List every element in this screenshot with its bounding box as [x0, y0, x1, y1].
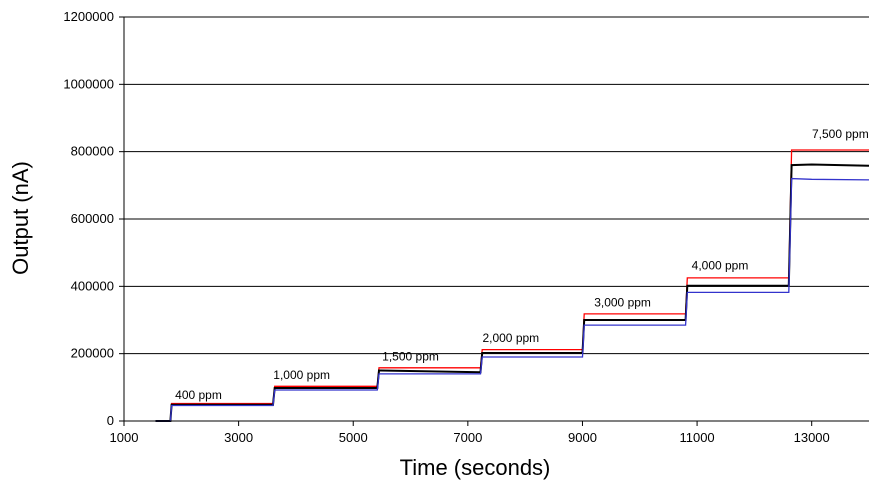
- annotations: 400 ppm 1,000 ppm 1,500 ppm 2,000 ppm 3,000 …: [175, 127, 869, 402]
- concentration-label: 400 ppm: [175, 388, 222, 402]
- concentration-label: 3,000 ppm: [594, 296, 651, 310]
- concentration-label: 1,500 ppm: [382, 349, 439, 363]
- concentration-label: 1,000 ppm: [273, 368, 330, 382]
- x-tick-label: 1000: [110, 430, 139, 445]
- x-tick-label: 9000: [568, 430, 597, 445]
- x-tick-label: 7000: [453, 430, 482, 445]
- y-tick-label: 400000: [71, 278, 114, 293]
- series-lines: [155, 149, 870, 422]
- x-tick-label: 13000: [794, 430, 830, 445]
- gridlines: [124, 16, 869, 355]
- x-axis-title: Time (seconds): [400, 455, 551, 480]
- tick-labels: 0 200000 400000 600000 800000 1000000 1200000 1…: [63, 9, 829, 445]
- concentration-label: 7,500 ppm: [812, 127, 869, 141]
- y-tick-label: 1200000: [63, 9, 114, 24]
- x-tick-label: 11000: [679, 430, 714, 445]
- x-tick-label: 5000: [339, 430, 368, 445]
- axes: [119, 16, 869, 426]
- y-tick-label: 800000: [71, 144, 114, 159]
- concentration-label: 4,000 ppm: [692, 259, 749, 273]
- concentration-label: 2,000 ppm: [482, 331, 539, 345]
- y-tick-label: 1000000: [63, 76, 114, 91]
- x-tick-label: 3000: [224, 430, 253, 445]
- series-line-3: [155, 177, 870, 422]
- y-tick-label: 600000: [71, 211, 114, 226]
- y-axis-title: Output (nA): [8, 161, 33, 275]
- y-tick-label: 0: [107, 413, 114, 428]
- y-tick-label: 200000: [71, 346, 114, 361]
